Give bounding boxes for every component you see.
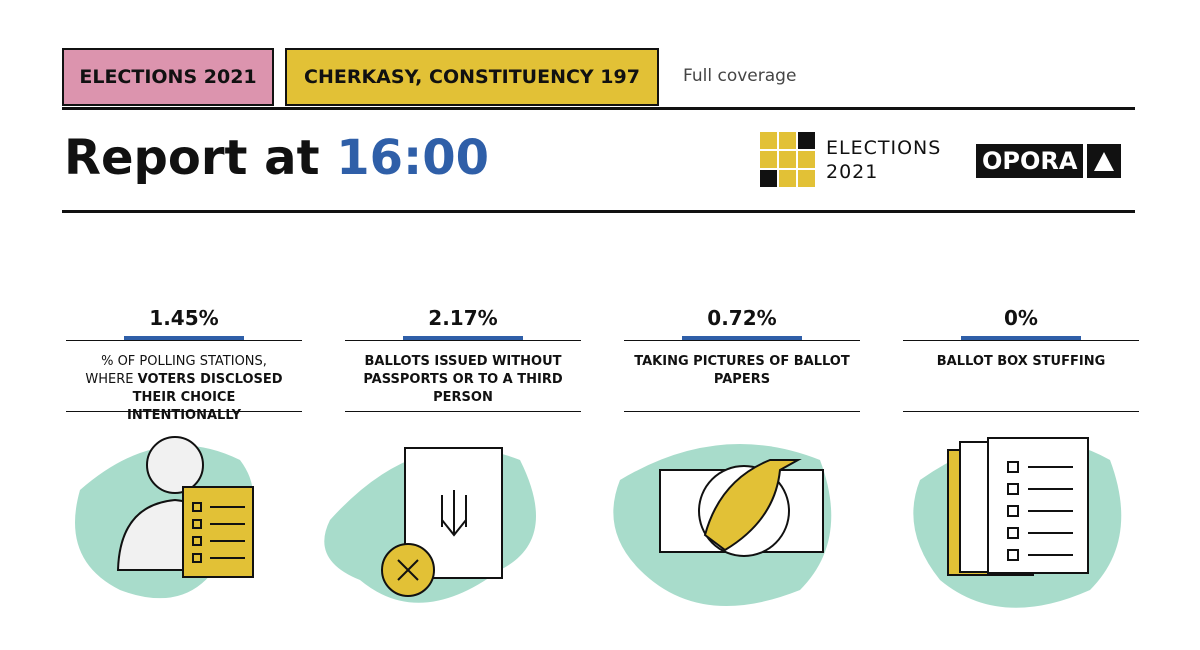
stat-bar <box>961 336 1081 340</box>
rule <box>345 340 581 341</box>
brand-text: OPORA <box>976 144 1084 178</box>
stat-value: 0.72% <box>707 306 777 330</box>
label-part: VOTERS DISCLOSED THEIR CHOICE INTENTIONA… <box>127 372 283 423</box>
card: 2.17% BALLOTS ISSUED WITHOUT PASSPORTS OR… <box>345 300 581 412</box>
rule <box>62 107 1135 110</box>
card: 0% BALLOT BOX STUFFING <box>903 300 1139 412</box>
label-part: BALLOT BOX STUFFING <box>936 354 1106 369</box>
stat-label: BALLOT BOX STUFFING <box>903 341 1139 411</box>
brand[interactable]: OPORA <box>976 144 1122 178</box>
logo-line: 2021 <box>826 161 879 183</box>
label-part: BALLOTS ISSUED WITHOUT PASSPORTS OR TO A… <box>363 354 563 405</box>
brand-icon <box>1087 144 1122 178</box>
stat-label: % OF POLLING STATIONS, WHERE VOTERS DISC… <box>66 341 302 423</box>
rule <box>66 411 302 412</box>
rule <box>66 340 302 341</box>
stat-bar <box>682 336 802 340</box>
stat-value: 2.17% <box>428 306 498 330</box>
rule <box>624 340 860 341</box>
label-part: TAKING PICTURES OF BALLOT PAPERS <box>634 354 850 387</box>
tag[interactable]: ELECTIONS 2021 <box>62 48 274 106</box>
label-part: % OF POLLING STATIONS, WHERE <box>85 354 267 387</box>
stat-value: 1.45% <box>149 306 219 330</box>
logo-text: ELECTIONS 2021 <box>826 136 941 184</box>
rule <box>903 411 1139 412</box>
logo-line: ELECTIONS <box>826 137 942 159</box>
stat-value: 0% <box>1004 306 1038 330</box>
stat-label: TAKING PICTURES OF BALLOT PAPERS <box>624 341 860 411</box>
rule <box>345 411 581 412</box>
stat-bar <box>403 336 523 340</box>
stat-bar <box>124 336 244 340</box>
title: Report at 16:00 <box>64 130 489 186</box>
illustrations <box>75 436 1122 608</box>
rule <box>62 210 1135 213</box>
stat-label: BALLOTS ISSUED WITHOUT PASSPORTS OR TO A… <box>345 341 581 411</box>
card: 1.45% % OF POLLING STATIONS, WHERE VOTERS… <box>66 300 302 423</box>
logo-grid <box>760 132 815 187</box>
title-prefix: Report at <box>64 130 320 186</box>
tag[interactable]: CHERKASY, CONSTITUENCY 197 <box>285 48 659 106</box>
rule <box>624 411 860 412</box>
rule <box>903 340 1139 341</box>
title-time: 16:00 <box>336 130 490 186</box>
card: 0.72% TAKING PICTURES OF BALLOT PAPERS <box>624 300 860 412</box>
link[interactable]: Full coverage <box>683 66 797 86</box>
